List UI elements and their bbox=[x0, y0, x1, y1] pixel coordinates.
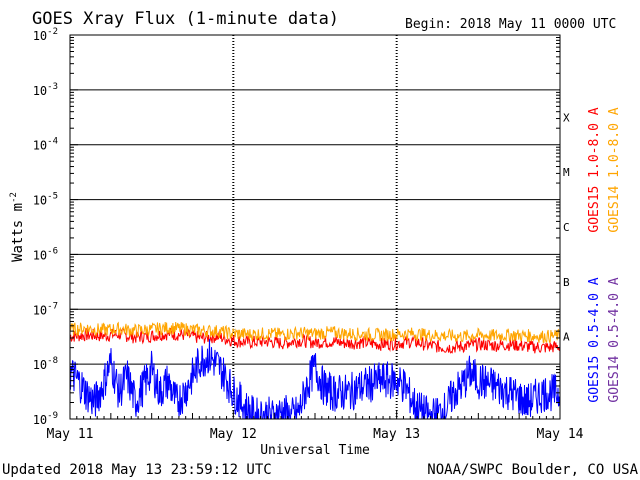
x-axis-ticks: May 11 May 12 May 13 May 14 bbox=[47, 411, 584, 442]
legend-entry: GOES14 0.5-4.0 A bbox=[607, 277, 622, 402]
begin-label: Begin: 2018 May 11 0000 UTC bbox=[405, 17, 616, 32]
flare-class-labels: A B C M X bbox=[563, 111, 570, 343]
y-tick-exp: -6 bbox=[47, 246, 58, 256]
y-tick-base: 10 bbox=[33, 248, 47, 262]
y-axis-label-base: Watts m bbox=[10, 203, 26, 262]
y-axis-label: Watts m-2 bbox=[9, 192, 26, 262]
flare-class-m: M bbox=[563, 166, 570, 179]
y-tick-exp: -4 bbox=[47, 137, 58, 147]
y-tick-base: 10 bbox=[33, 139, 47, 153]
y-tick-base: 10 bbox=[33, 194, 47, 208]
y-tick-exp: -7 bbox=[47, 301, 58, 311]
y-tick-base: 10 bbox=[33, 84, 47, 98]
y-tick-label: 10-5 bbox=[33, 192, 58, 208]
y-tick-exp: -2 bbox=[47, 27, 58, 37]
flare-class-b: B bbox=[563, 276, 570, 289]
y-tick-exp: -5 bbox=[47, 192, 58, 202]
series-line-1 bbox=[69, 321, 561, 344]
y-tick-exp: -9 bbox=[47, 411, 58, 421]
y-tick-base: 10 bbox=[33, 29, 47, 43]
credit-label: NOAA/SWPC Boulder, CO USA bbox=[427, 462, 638, 478]
flare-class-c: C bbox=[563, 221, 570, 234]
series-layer bbox=[69, 321, 561, 420]
legend: GOES15 1.0-8.0 A GOES14 1.0-8.0 A GOES15 0… bbox=[587, 107, 622, 402]
legend-entry: GOES14 1.0-8.0 A bbox=[607, 107, 622, 232]
legend-entry: GOES15 1.0-8.0 A bbox=[587, 107, 602, 232]
y-tick-exp: -8 bbox=[47, 356, 58, 366]
y-tick-label: 10-4 bbox=[33, 137, 58, 153]
grid-lines bbox=[70, 35, 560, 419]
y-tick-base: 10 bbox=[33, 358, 47, 372]
y-axis-label-exp: -2 bbox=[9, 192, 19, 203]
flare-class-a: A bbox=[563, 331, 570, 344]
y-tick-label: 10-6 bbox=[33, 246, 58, 262]
x-tick-label: May 13 bbox=[373, 427, 420, 442]
y-axis-ticks: 10-910-810-710-610-510-410-310-2 bbox=[33, 27, 560, 427]
x-axis-label: Universal Time bbox=[260, 443, 370, 458]
series-line-0 bbox=[69, 327, 561, 354]
y-tick-exp: -3 bbox=[47, 82, 58, 92]
x-tick-label: May 14 bbox=[537, 427, 584, 442]
y-tick-label: 10-2 bbox=[33, 27, 58, 43]
y-tick-base: 10 bbox=[33, 413, 47, 427]
x-tick-label: May 12 bbox=[210, 427, 257, 442]
y-tick-label: 10-9 bbox=[33, 411, 58, 427]
y-tick-label: 10-3 bbox=[33, 82, 58, 98]
chart-title: GOES Xray Flux (1-minute data) bbox=[32, 9, 339, 29]
y-tick-label: 10-8 bbox=[33, 356, 58, 372]
flare-class-x: X bbox=[563, 111, 570, 124]
x-tick-label: May 11 bbox=[47, 427, 94, 442]
y-tick-label: 10-7 bbox=[33, 301, 58, 317]
y-tick-base: 10 bbox=[33, 303, 47, 317]
legend-entry: GOES15 0.5-4.0 A bbox=[587, 277, 602, 402]
updated-label: Updated 2018 May 13 23:59:12 UTC bbox=[2, 462, 272, 478]
series-line-2 bbox=[69, 339, 561, 420]
